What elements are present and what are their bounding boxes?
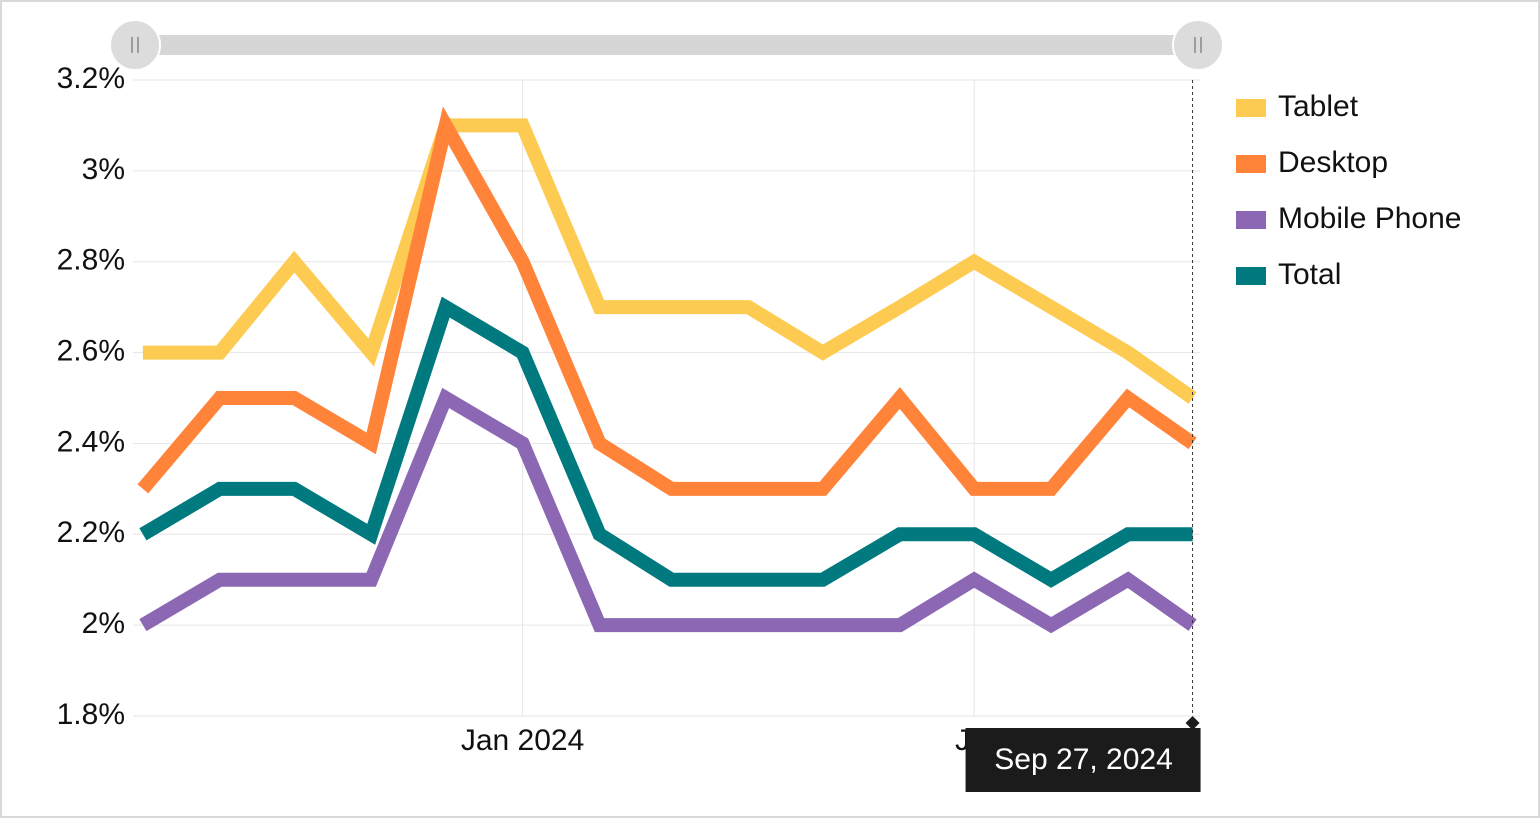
y-tick-label: 3.2% <box>57 62 125 95</box>
series-line <box>139 296 1193 588</box>
tooltip-text: Sep 27, 2024 <box>994 743 1173 776</box>
tooltip-box <box>965 728 1201 792</box>
legend-label: Desktop <box>1278 146 1388 179</box>
axis-labels: 1.8%2%2.2%2.4%2.6%2.8%3%3.2%Jan 2024Jul <box>57 62 994 757</box>
y-tick-label: 3% <box>82 153 125 186</box>
handle[interactable] <box>109 19 161 71</box>
tooltip: Sep 27, 2024 <box>965 80 1201 792</box>
handle[interactable] <box>1172 19 1224 71</box>
series-line <box>137 106 1197 496</box>
legend-swatch <box>1236 211 1266 229</box>
legend-label: Total <box>1278 258 1341 291</box>
legend: Tablet Desktop Mobile Phone Total <box>1236 90 1461 291</box>
tooltip-pointer <box>1185 716 1200 730</box>
legend-swatch <box>1236 155 1266 173</box>
y-tick-label: 2.6% <box>57 334 125 367</box>
y-tick-label: 2.2% <box>57 516 125 549</box>
series-line <box>139 387 1197 634</box>
legend-swatch <box>1236 267 1266 285</box>
x-tick-label: Jan 2024 <box>461 724 584 757</box>
legend-swatch <box>1236 99 1266 117</box>
y-tick-label: 1.8% <box>57 698 125 731</box>
y-tick-label: 2.8% <box>57 244 125 277</box>
legend-label: Tablet <box>1278 90 1359 123</box>
series-line <box>142 118 1197 404</box>
slider-handle-right[interactable] <box>1172 19 1224 71</box>
legend-label: Mobile Phone <box>1278 202 1461 235</box>
y-tick-label: 2% <box>82 607 125 640</box>
slider-handle-left[interactable] <box>109 19 161 71</box>
y-tick-label: 2.4% <box>57 425 125 458</box>
plot-lines <box>137 106 1197 634</box>
slider-track[interactable] <box>135 35 1198 55</box>
range-slider[interactable] <box>109 19 1224 71</box>
